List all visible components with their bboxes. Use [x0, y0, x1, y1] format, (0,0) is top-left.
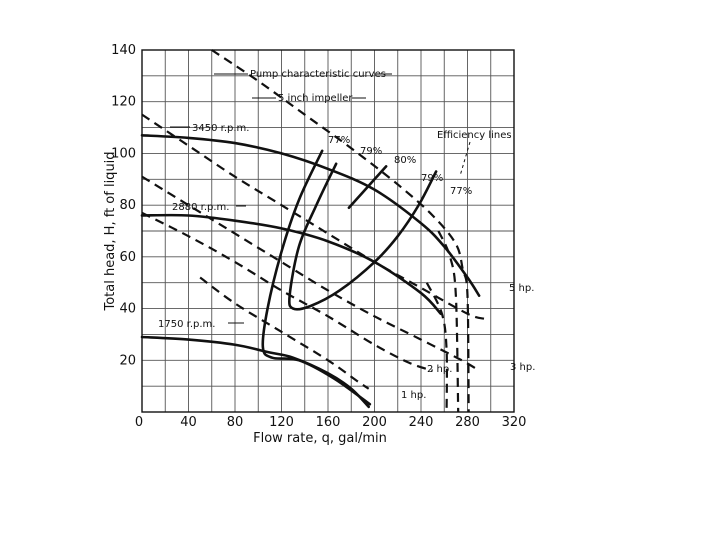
y-tick-label: 120: [111, 95, 136, 110]
series-layer: [140, 49, 486, 413]
series-3-hp: [141, 175, 480, 372]
series-79: [287, 162, 438, 311]
x-axis-label: Flow rate, q, gal/min: [253, 431, 387, 446]
series-3450-r-p-m: [140, 134, 481, 297]
label-efficiency-lines: Efficiency lines: [437, 130, 512, 141]
x-tick-label: 200: [362, 415, 387, 430]
label-eff-79-left: 79%: [360, 146, 382, 157]
label-eff-77-right: 77%: [450, 186, 472, 197]
label-2-hp: 2 hp.: [427, 364, 452, 375]
label-1750-rpm: 1750 r.p.m.: [158, 319, 215, 330]
y-tick-label: 40: [119, 302, 136, 317]
label-eff-80: 80%: [394, 155, 416, 166]
y-axis-label: Total head, H, ft of liquid: [103, 151, 118, 311]
series-77: [261, 149, 372, 406]
label-5-hp: 5 hp.: [509, 283, 534, 294]
y-tick-label: 60: [119, 250, 136, 265]
x-tick-label: 320: [502, 415, 527, 430]
x-tick-label: 240: [409, 415, 434, 430]
y-tick-label: 20: [119, 353, 136, 368]
x-tick-label: 40: [180, 415, 197, 430]
y-tick-label: 80: [119, 198, 136, 213]
leader-lines: [170, 73, 471, 324]
series-5-inch-impeller-lower: [425, 282, 449, 413]
x-tick-label: 160: [316, 415, 341, 430]
series-5-inch-impeller-3-hp-limit: [437, 230, 460, 413]
x-tick-label: 280: [455, 415, 480, 430]
label-pump-characteristic-curves: Pump characteristic curves: [250, 69, 386, 80]
series-2-hp: [141, 211, 433, 372]
series-1750-r-p-m: [140, 335, 370, 409]
x-tick-label: 80: [227, 415, 244, 430]
label-1-hp: 1 hp.: [401, 390, 426, 401]
series-1-hp: [199, 276, 370, 390]
leader-efficiency: [459, 141, 471, 177]
y-tick-label: 140: [111, 43, 136, 58]
label-eff-77-left: 77%: [328, 135, 350, 146]
series-5-inch-impeller: [211, 49, 470, 413]
label-2880-rpm: 2880 r.p.m.: [172, 202, 229, 213]
plot-frame: [141, 49, 515, 413]
series-2880-r-p-m: [140, 213, 443, 316]
x-tick-label: 0: [135, 415, 143, 430]
x-tick-label: 120: [269, 415, 294, 430]
y-tick-label: 100: [111, 146, 136, 161]
label-eff-79-right: 79%: [421, 173, 443, 184]
label-5-inch-impeller: 5 inch impeller: [278, 93, 353, 104]
label-3-hp: 3 hp.: [510, 362, 535, 373]
series-80: [347, 165, 388, 210]
label-3450-rpm: 3450 r.p.m.: [192, 123, 249, 134]
tick-labels: 0 40 80 120 160 200 240 280 320 20 40 60 80 100 120 140: [111, 43, 526, 430]
